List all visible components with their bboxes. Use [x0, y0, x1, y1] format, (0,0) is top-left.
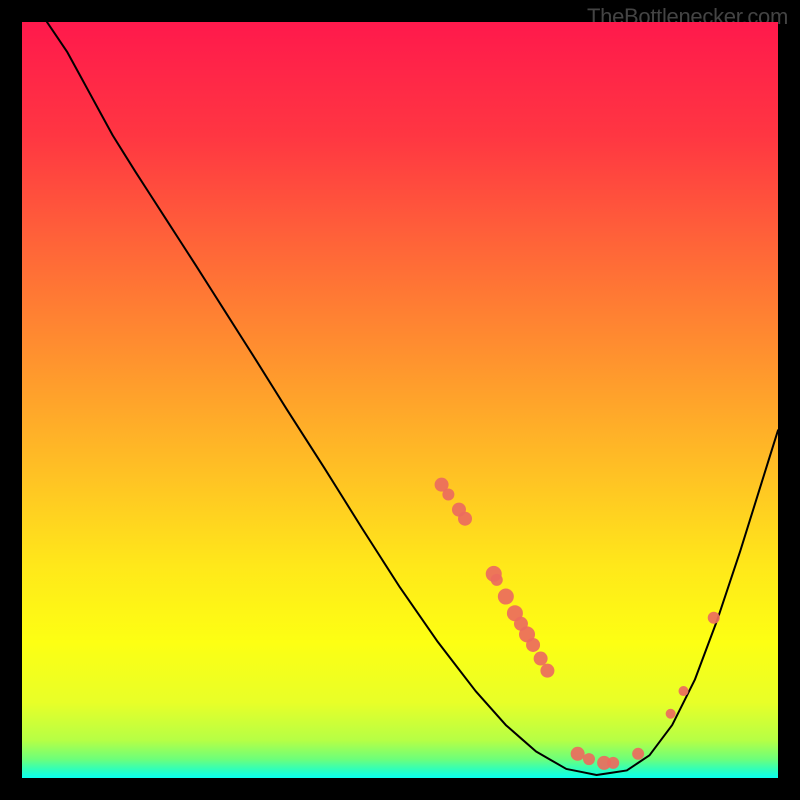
data-marker: [583, 753, 595, 765]
data-marker: [632, 748, 644, 760]
data-marker: [679, 686, 689, 696]
data-marker: [442, 489, 454, 501]
data-marker: [607, 757, 619, 769]
data-marker: [458, 512, 472, 526]
data-marker: [666, 709, 676, 719]
chart-container: TheBottlenecker.com: [0, 0, 800, 800]
data-marker: [708, 612, 720, 624]
data-marker: [534, 652, 548, 666]
data-marker: [540, 664, 554, 678]
gradient-background: [22, 22, 778, 778]
chart-svg: [22, 22, 778, 778]
plot-area: [22, 22, 778, 778]
data-marker: [491, 574, 503, 586]
data-marker: [526, 638, 540, 652]
data-marker: [498, 589, 514, 605]
data-marker: [571, 747, 585, 761]
